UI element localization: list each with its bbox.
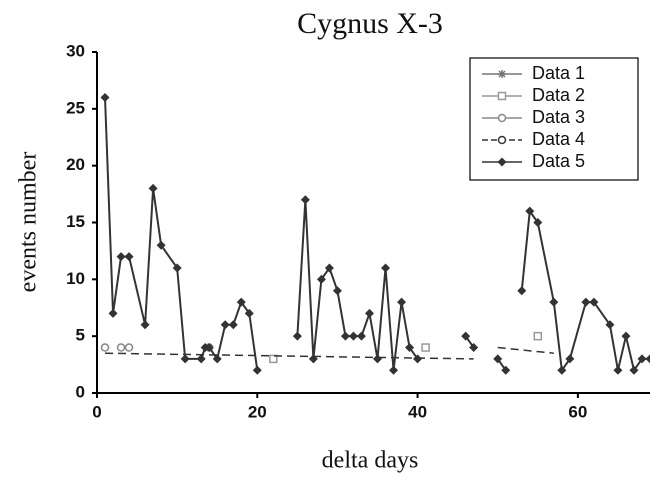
marker — [124, 343, 134, 352]
legend-label: Data 4 — [532, 129, 585, 149]
marker — [497, 135, 507, 145]
x-tick-label: 40 — [408, 402, 427, 421]
marker — [421, 343, 430, 352]
marker — [497, 91, 507, 101]
marker — [124, 252, 134, 262]
marker — [645, 354, 650, 364]
marker — [565, 354, 575, 364]
marker — [413, 354, 423, 364]
y-tick-label: 5 — [76, 326, 85, 345]
marker — [204, 343, 214, 353]
marker — [605, 320, 615, 330]
marker — [228, 320, 238, 330]
y-tick-label: 30 — [66, 41, 85, 60]
marker — [172, 263, 182, 273]
marker — [340, 331, 350, 341]
marker — [493, 354, 503, 364]
marker — [324, 263, 334, 273]
y-tick-label: 0 — [76, 382, 85, 401]
marker — [348, 331, 358, 341]
x-tick-label: 60 — [568, 402, 587, 421]
marker — [292, 331, 302, 341]
marker — [405, 343, 415, 353]
marker — [364, 308, 374, 318]
series-line — [105, 346, 554, 360]
marker — [212, 354, 222, 364]
marker — [501, 365, 511, 375]
marker — [356, 331, 366, 341]
legend-label: Data 5 — [532, 151, 585, 171]
marker — [316, 274, 326, 284]
marker — [100, 343, 110, 352]
marker — [461, 331, 471, 341]
marker — [332, 286, 342, 296]
marker — [220, 320, 230, 330]
marker — [389, 365, 399, 375]
marker — [300, 195, 310, 205]
marker — [517, 286, 527, 296]
chart-title: Cygnus X-3 — [297, 7, 443, 40]
marker — [180, 354, 190, 364]
marker — [156, 240, 166, 250]
marker — [252, 365, 262, 375]
marker — [525, 206, 535, 216]
x-tick-label: 0 — [92, 402, 101, 421]
marker — [116, 252, 126, 262]
x-axis-label: delta days — [322, 448, 419, 474]
marker — [497, 113, 507, 123]
marker — [497, 157, 507, 167]
marker — [236, 297, 246, 307]
y-axis-label: events number — [16, 152, 42, 293]
marker — [469, 343, 479, 353]
legend-label: Data 2 — [532, 85, 585, 105]
marker — [148, 183, 158, 193]
marker — [621, 331, 631, 341]
marker — [629, 365, 639, 375]
marker — [196, 354, 206, 364]
marker — [589, 297, 599, 307]
x-tick-label: 20 — [248, 402, 267, 421]
legend-label: Data 3 — [532, 107, 585, 127]
marker — [100, 92, 110, 102]
marker — [613, 365, 623, 375]
marker — [397, 297, 407, 307]
y-tick-label: 20 — [66, 155, 85, 174]
marker — [381, 263, 391, 273]
marker — [557, 365, 567, 375]
marker — [533, 331, 543, 341]
marker — [269, 354, 278, 364]
marker — [244, 308, 254, 318]
marker — [581, 297, 591, 307]
marker — [498, 70, 506, 78]
marker — [108, 308, 118, 318]
y-tick-label: 15 — [66, 212, 85, 231]
legend-label: Data 1 — [532, 63, 585, 83]
marker — [308, 354, 318, 364]
marker — [140, 320, 150, 330]
marker — [116, 343, 126, 352]
y-tick-label: 25 — [66, 98, 85, 117]
marker — [533, 218, 543, 227]
y-tick-label: 10 — [66, 269, 85, 288]
marker — [637, 354, 647, 364]
marker — [549, 297, 559, 307]
marker — [373, 354, 383, 364]
